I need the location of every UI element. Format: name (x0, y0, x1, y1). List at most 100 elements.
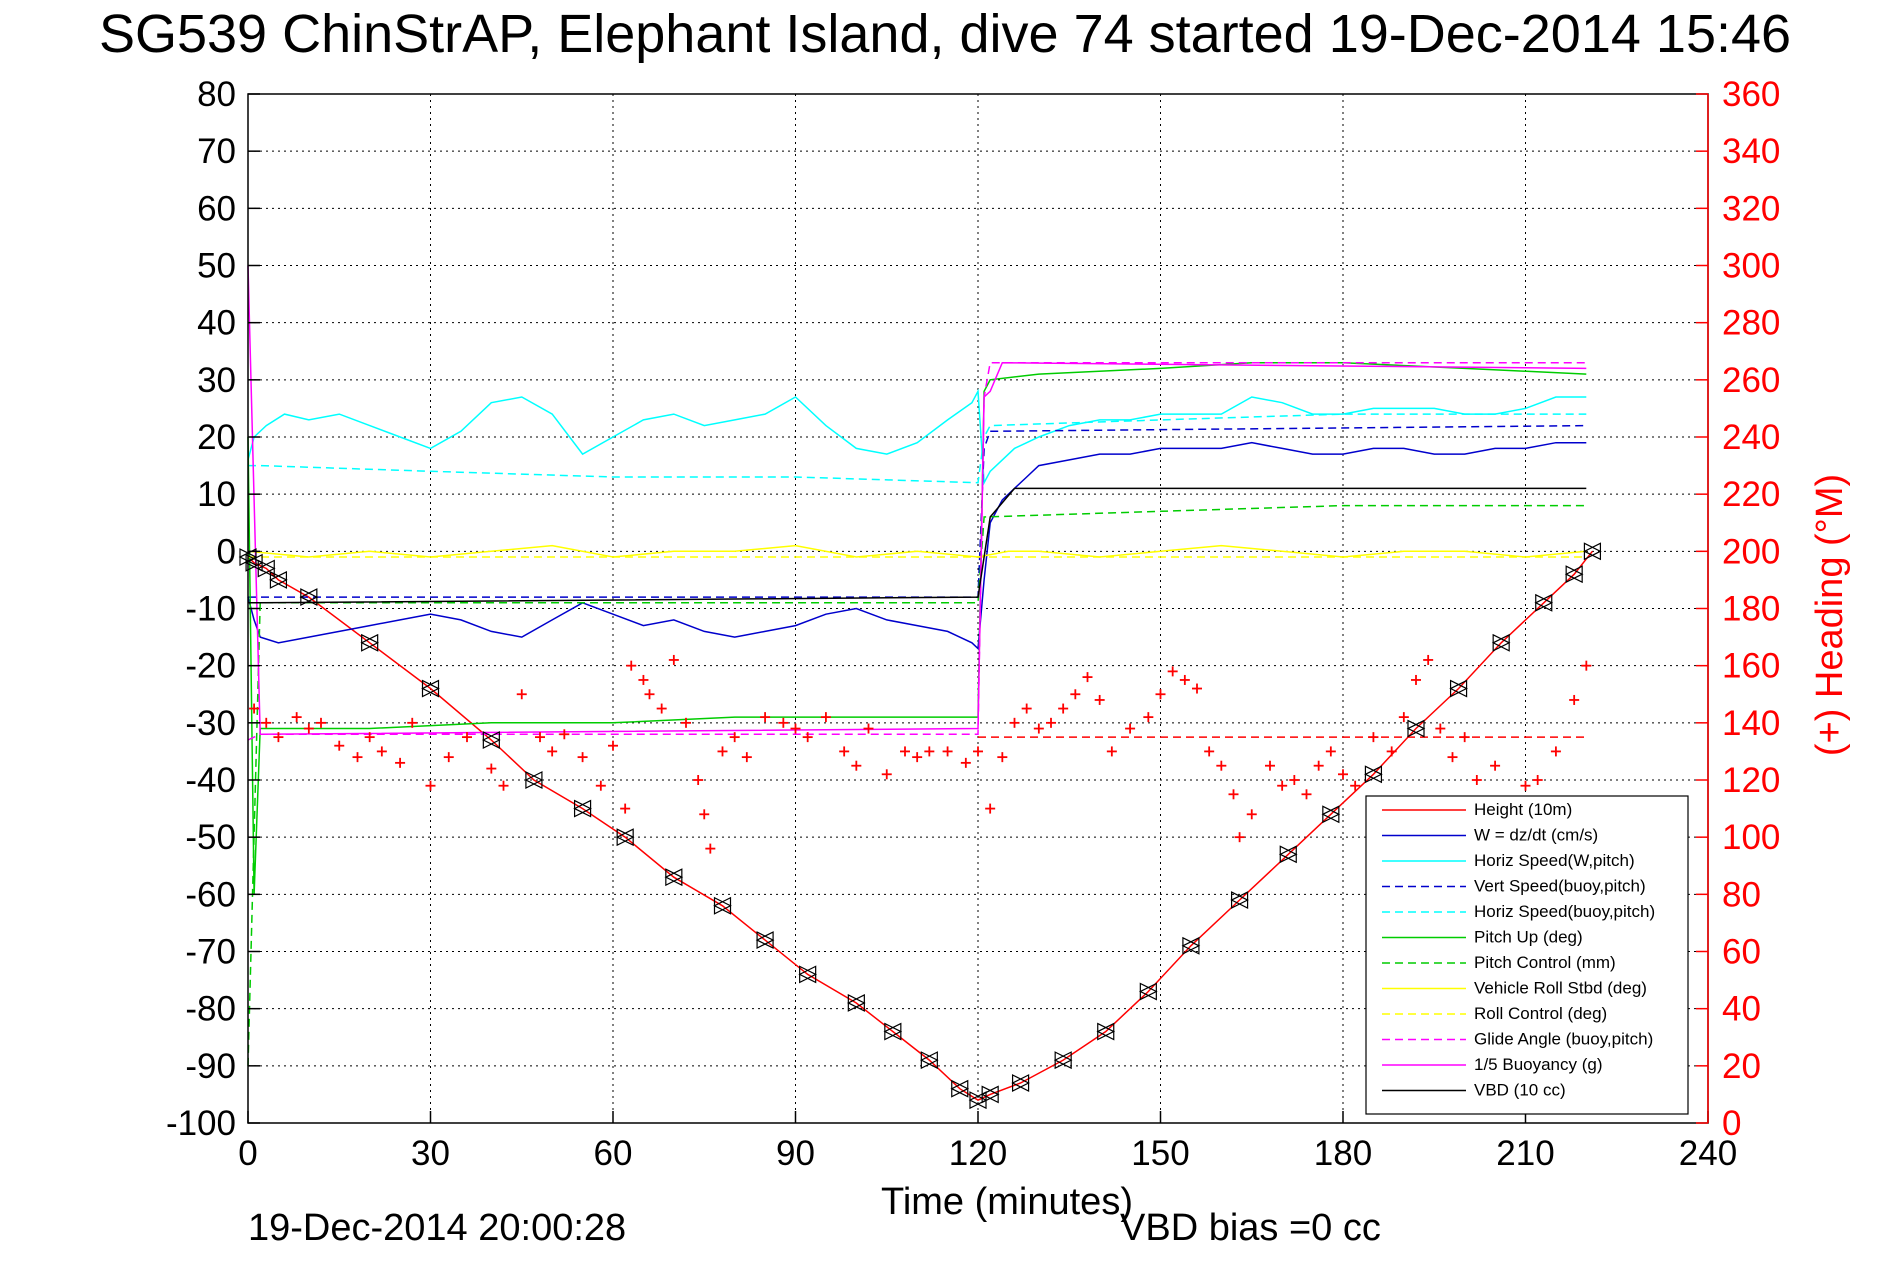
y-right-tick-label: 300 (1722, 247, 1780, 286)
heading-marker (1033, 723, 1044, 734)
heading-marker (334, 740, 345, 751)
heading-marker (595, 780, 606, 791)
x-tick-label: 180 (1314, 1134, 1372, 1173)
y-right-tick-label: 120 (1722, 761, 1780, 800)
y-right-tick-label: 160 (1722, 647, 1780, 686)
x-axis-label: Time (minutes) (881, 1181, 1133, 1223)
heading-marker (1581, 660, 1592, 671)
heading-marker (1313, 760, 1324, 771)
heading-marker (352, 752, 363, 763)
heading-marker (644, 689, 655, 700)
heading-marker (486, 763, 497, 774)
heading-marker (1368, 732, 1379, 743)
x-tick-label: 210 (1496, 1134, 1554, 1173)
depth-marker (1011, 1074, 1030, 1092)
heading-marker (1246, 809, 1257, 820)
legend-label: Pitch Control (mm) (1474, 953, 1616, 972)
depth-marker (1096, 1022, 1116, 1041)
heading-marker (912, 752, 923, 763)
heading-marker (1423, 654, 1434, 665)
y-right-tick-label: 280 (1722, 304, 1780, 343)
heading-marker (376, 746, 387, 757)
x-tick-label: 240 (1679, 1134, 1737, 1173)
heading-marker (1569, 694, 1580, 705)
depth-marker (1449, 679, 1468, 698)
heading-marker (626, 660, 637, 671)
heading-marker (1228, 789, 1239, 800)
depth-marker (1364, 765, 1383, 784)
y-tick-label: 20 (197, 418, 236, 457)
heading-marker (851, 760, 862, 771)
heading-marker (900, 746, 910, 757)
heading-marker (516, 689, 527, 700)
x-tick-label: 0 (238, 1134, 257, 1173)
heading-marker (1216, 760, 1227, 771)
heading-marker (760, 712, 771, 723)
depth-marker (919, 1051, 939, 1070)
depth-marker (1230, 891, 1249, 910)
heading-marker (1009, 717, 1020, 728)
legend-label: Vert Speed(buoy,pitch) (1474, 877, 1646, 896)
heading-marker (291, 712, 302, 723)
heading-marker (273, 732, 284, 743)
depth-marker (615, 828, 635, 847)
heading-marker (1192, 683, 1202, 694)
height-markers (238, 542, 1602, 1110)
y-right-tick-label: 80 (1722, 875, 1761, 914)
y-tick-label: -70 (185, 933, 236, 972)
heading-marker (790, 723, 801, 734)
depth-marker (980, 1085, 1000, 1104)
series-line-pitch-up-deg (247, 361, 1587, 895)
series-line-vbd-10-cc (248, 487, 1587, 604)
y-right-tick-label: 60 (1722, 933, 1761, 972)
heading-marker (577, 752, 588, 763)
heading-marker (839, 746, 850, 757)
y-tick-label: 50 (197, 247, 236, 286)
y-right-tick-label: 240 (1722, 418, 1780, 457)
y-axis-left: 80 70 60 50 40 30 20 10 0 -10 -20 -30 -40 -50 -60 -70 -8… (166, 75, 260, 1143)
heading-marker (1459, 732, 1470, 743)
legend-label: Horiz Speed(buoy,pitch) (1474, 902, 1655, 921)
y-right-tick-label: 0 (1722, 1104, 1741, 1143)
series-line-horiz-speed-buoy-pitch (248, 413, 1587, 484)
heading-marker (1058, 703, 1069, 714)
y-tick-label: 10 (197, 475, 236, 514)
heading-marker (498, 780, 509, 791)
heading-marker (407, 717, 418, 728)
chart-title: SG539 ChinStrAP, Elephant Island, dive 7… (99, 4, 1791, 64)
y-axis-right-label: (+) Heading (°M) (1809, 474, 1851, 756)
series-line-pitch-control-mm (247, 504, 1587, 1066)
heading-marker (638, 674, 649, 685)
depth-marker (1053, 1051, 1073, 1070)
depth-marker (360, 633, 380, 652)
heading-marker (261, 717, 272, 728)
vbd-bias-footer: VBD bias =0 cc (1120, 1207, 1381, 1249)
y-right-tick-label: 140 (1722, 704, 1780, 743)
y-tick-label: -100 (166, 1104, 236, 1143)
heading-marker (1125, 723, 1136, 734)
heading-marker (535, 732, 545, 743)
depth-marker (481, 731, 501, 749)
heading-marker (1277, 780, 1288, 791)
heading-marker (656, 703, 667, 714)
heading-marker (1070, 689, 1081, 700)
depth-marker (1564, 565, 1584, 584)
y-right-tick-label: 40 (1722, 990, 1761, 1029)
heading-marker (699, 809, 710, 820)
y-tick-label: -30 (185, 704, 236, 743)
heading-marker (1386, 746, 1397, 757)
depth-marker (1583, 542, 1602, 561)
heading-marker (1301, 789, 1312, 800)
depth-marker (1321, 805, 1341, 824)
x-tick-label: 90 (776, 1134, 815, 1173)
depth-marker (755, 931, 775, 950)
heading-marker (1234, 832, 1245, 843)
heading-marker (608, 740, 618, 751)
depth-marker (524, 771, 544, 789)
y-tick-label: 60 (197, 189, 236, 228)
y-right-tick-label: 20 (1722, 1047, 1761, 1086)
y-tick-label: -50 (185, 818, 236, 857)
heading-marker (1490, 760, 1501, 771)
legend-box (1365, 795, 1689, 1115)
y-tick-label: 40 (197, 304, 236, 343)
